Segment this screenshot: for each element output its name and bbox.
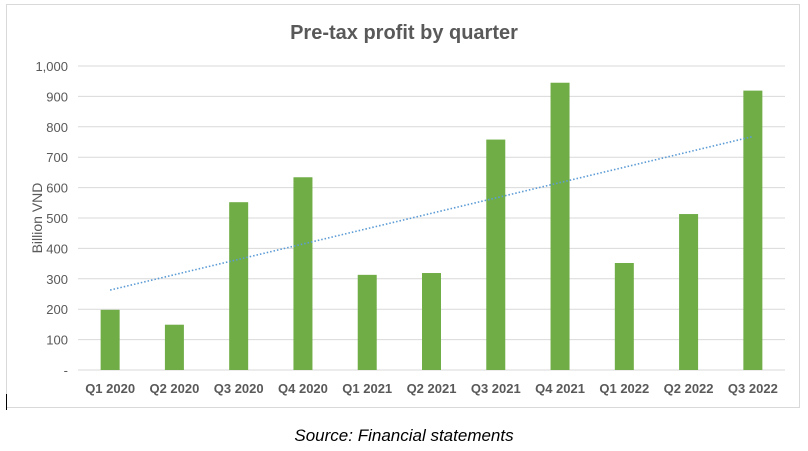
y-tick-label: 300 [46,272,68,287]
x-tick-label: Q3 2021 [471,381,521,396]
x-tick-label: Q4 2021 [535,381,585,396]
bar [743,90,763,371]
chart-title: Pre-tax profit by quarter [290,22,518,44]
trendline [109,135,754,291]
y-tick-label: 600 [46,181,68,196]
y-tick-label: 400 [46,241,68,256]
bar [486,139,506,370]
bar [614,262,634,370]
y-tick-label: - [64,363,68,378]
x-tick-label: Q3 2020 [214,381,264,396]
bar [100,309,120,370]
x-tick-label: Q1 2022 [599,381,649,396]
bar [422,273,441,370]
bar [293,177,313,370]
y-tick-label: 800 [46,120,68,135]
x-tick-label: Q2 2021 [407,381,457,396]
y-tick-label: 700 [46,150,68,165]
source-caption: Source: Financial statements [294,426,514,445]
y-tick-label: 1,000 [35,59,68,74]
y-tick-label: 500 [46,211,68,226]
y-tick-label: 100 [46,333,68,348]
bar [550,82,570,370]
bar [679,214,699,370]
chart-frame [6,4,800,408]
y-axis-label: Billion VND [29,183,45,254]
x-tick-label: Q1 2020 [85,381,135,396]
x-tick-label: Q4 2020 [278,381,328,396]
bar [164,324,184,370]
x-tick-label: Q3 2022 [728,381,778,396]
y-tick-label: 900 [46,89,68,104]
y-tick-label: 200 [46,302,68,317]
bar [229,202,249,370]
x-tick-label: Q2 2020 [149,381,199,396]
x-tick-label: Q2 2022 [664,381,714,396]
text-cursor [6,394,7,410]
x-tick-label: Q1 2021 [342,381,392,396]
bar [357,274,377,370]
